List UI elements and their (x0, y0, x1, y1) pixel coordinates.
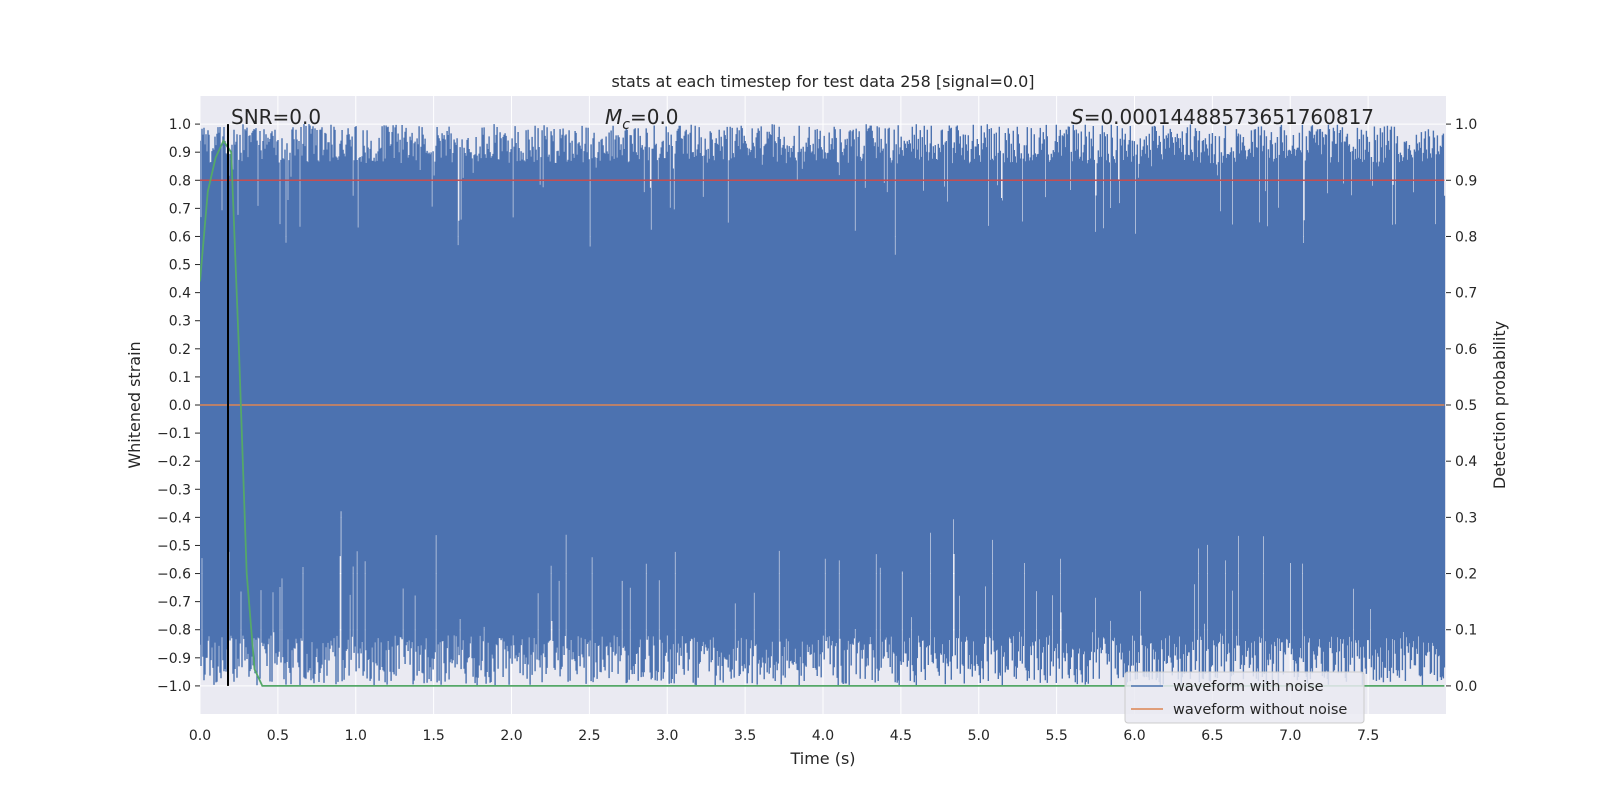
y-left-tick-label: 0.1 (169, 370, 191, 386)
x-tick-label: 7.0 (1279, 728, 1301, 744)
legend-box (1124, 671, 1365, 724)
mc-value: =0.0 (630, 105, 679, 129)
y-left-tick-label: 0.9 (169, 145, 191, 161)
x-tick-label: 0.5 (267, 728, 289, 744)
y-left-tick-label: 0.2 (169, 342, 191, 358)
noise-waveform-line (200, 124, 1446, 686)
y-right-tick-label: 0.9 (1455, 173, 1477, 189)
legend-label-noise: waveform with noise (1173, 679, 1324, 695)
y-left-tick-label: 0.6 (169, 229, 191, 245)
x-tick-label: 5.5 (1045, 728, 1067, 744)
mc-symbol: M (605, 105, 622, 129)
x-tick-label: 0.0 (189, 728, 211, 744)
y-right-tick-label: 0.8 (1455, 229, 1477, 245)
x-tick-label: 1.0 (345, 728, 367, 744)
mc-subscript: c (622, 117, 630, 133)
x-tick-label: 2.5 (578, 728, 600, 744)
chirp-mass-annotation: Mc=0.0 (605, 105, 679, 133)
y-left-tick-label: 0.5 (169, 258, 191, 274)
x-tick-label: 1.5 (422, 728, 444, 744)
y-right-tick-label: 0.0 (1455, 679, 1477, 695)
legend: waveform with noise waveform without noi… (1124, 671, 1365, 724)
s-value: =0.00014488573651760817 (1084, 105, 1374, 129)
y-left-tick-label: 1.0 (169, 117, 191, 133)
chart-title: stats at each timestep for test data 258… (611, 72, 1034, 91)
x-tick-label: 2.0 (500, 728, 522, 744)
snr-annotation: SNR=0.0 (231, 105, 321, 129)
x-tick-label: 5.0 (968, 728, 990, 744)
y-right-tick-label: 1.0 (1455, 117, 1477, 133)
y-axis-label-right: Detection probability (1490, 321, 1509, 489)
y-left-tick-label: −0.6 (157, 567, 191, 583)
y-right-tick-label: 0.1 (1455, 623, 1477, 639)
x-tick-label: 6.5 (1201, 728, 1223, 744)
s-annotation: S=0.00014488573651760817 (1071, 105, 1374, 129)
detection-probability-line (200, 139, 1445, 687)
x-tick-label: 3.5 (734, 728, 756, 744)
y-right-tick-label: 0.7 (1455, 286, 1477, 302)
y-left-tick-label: 0.3 (169, 314, 191, 330)
y-left-tick-label: −0.2 (157, 454, 191, 470)
y-left-tick-label: 0.4 (169, 286, 191, 302)
y-right-tick-label: 0.3 (1455, 510, 1477, 526)
series-layer (200, 124, 1446, 687)
x-tick-label: 7.5 (1357, 728, 1379, 744)
y-right-tick-label: 0.4 (1455, 454, 1477, 470)
legend-label-clean: waveform without noise (1173, 702, 1347, 718)
x-axis-label: Time (s) (789, 749, 855, 768)
y-left-tick-label: −1.0 (157, 679, 191, 695)
y-left-tick-label: −0.3 (157, 482, 191, 498)
y-right-tick-label: 0.6 (1455, 342, 1477, 358)
y-left-tick-label: 0.0 (169, 398, 191, 414)
y-left-tick-label: −0.5 (157, 538, 191, 554)
y-right-tick-label: 0.5 (1455, 398, 1477, 414)
y-left-tick-label: −0.4 (157, 510, 191, 526)
x-tick-label: 4.0 (812, 728, 834, 744)
s-symbol: S (1071, 105, 1084, 129)
ticks-layer: 0.0 0.5 1.0 1.5 2.0 2.5 3.0 3.5 4.0 4.5 5.0 5.5 6.0 6… (157, 117, 1477, 744)
y-left-tick-label: −0.8 (157, 623, 191, 639)
y-axis-label-left: Whitened strain (125, 341, 144, 468)
y-left-tick-label: 0.7 (169, 201, 191, 217)
x-tick-label: 6.0 (1123, 728, 1145, 744)
y-left-tick-label: 0.8 (169, 173, 191, 189)
x-tick-label: 3.0 (656, 728, 678, 744)
y-left-tick-label: −0.7 (157, 595, 191, 611)
y-left-tick-label: −0.9 (157, 651, 191, 667)
y-left-tick-label: −0.1 (157, 426, 191, 442)
x-tick-label: 4.5 (890, 728, 912, 744)
y-right-tick-label: 0.2 (1455, 567, 1477, 583)
